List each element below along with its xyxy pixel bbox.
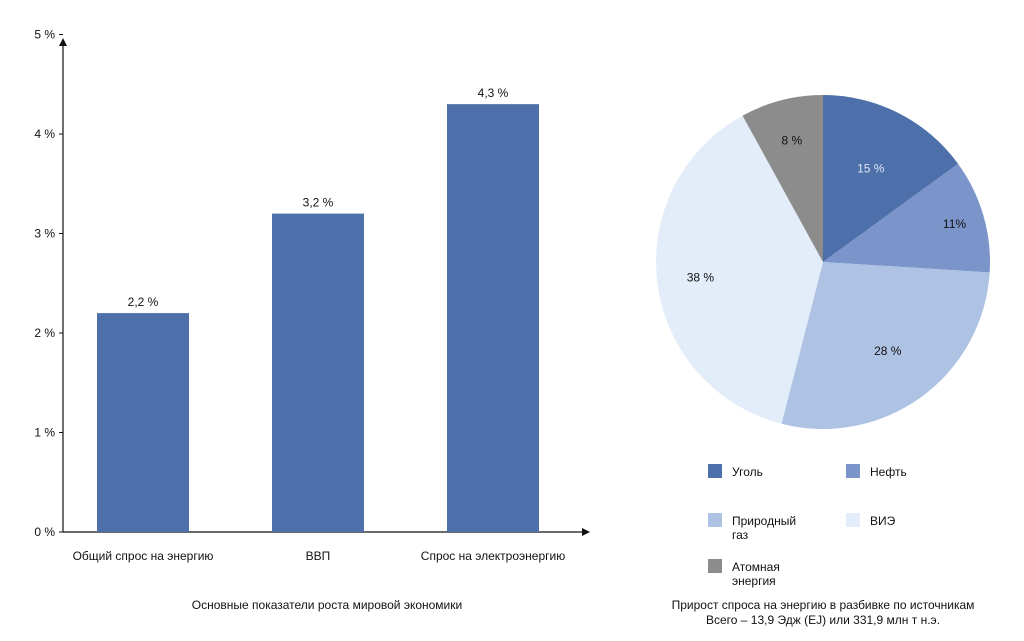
pie-chart: 15 % 11% 28 % 38 % 8 % Уголь Нефть Природныйга…	[656, 95, 990, 627]
legend-swatch	[708, 464, 722, 478]
category-labels: Общий спрос на энергию ВВП Спрос на электр…	[73, 549, 566, 563]
category-label: Общий спрос на энергию	[73, 549, 214, 563]
bar-value-label: 4,3 %	[478, 86, 509, 100]
bar-chart-caption: Основные показатели роста мировой эконом…	[192, 598, 462, 612]
legend-label: газ	[732, 528, 749, 542]
y-tick-label: 3 %	[34, 227, 55, 241]
y-ticks: 0 % 1 % 2 % 3 % 4 % 5 %	[34, 28, 63, 539]
bar-3	[447, 104, 539, 533]
legend-label: Нефть	[870, 465, 907, 479]
legend-label: Атомная	[732, 560, 780, 574]
y-tick-label: 1 %	[34, 426, 55, 440]
pie-slices	[656, 95, 990, 429]
bar-1	[97, 313, 189, 532]
legend-swatch	[846, 464, 860, 478]
x-axis-arrow	[582, 528, 590, 536]
y-axis-arrow	[59, 38, 67, 46]
bar-chart: 0 % 1 % 2 % 3 % 4 % 5 % 2,2 % 3,2 % 4,3 % Общий…	[34, 28, 590, 612]
pie-chart-caption: Прирост спроса на энергию в разбивке по …	[672, 598, 975, 612]
pie-slice-5	[742, 95, 823, 262]
y-tick-label: 5 %	[34, 28, 55, 42]
legend-label: Уголь	[732, 465, 763, 479]
legend-label: энергия	[732, 574, 776, 588]
pie-slice-label: 8 %	[782, 134, 803, 148]
legend-swatch	[846, 513, 860, 527]
pie-slice-4	[656, 115, 823, 424]
bar-value-labels: 2,2 % 3,2 % 4,3 %	[128, 86, 509, 309]
bar-value-label: 2,2 %	[128, 295, 159, 309]
y-tick-label: 0 %	[34, 525, 55, 539]
legend-item-2: Нефть	[846, 464, 907, 479]
pie-slice-3	[781, 262, 990, 429]
category-label: ВВП	[306, 549, 331, 563]
pie-slice-label: 15 %	[857, 161, 885, 175]
legend-swatch	[708, 513, 722, 527]
bars	[97, 104, 539, 533]
legend-item-4: ВИЭ	[846, 513, 896, 528]
legend-swatch	[708, 559, 722, 573]
pie-slice-label: 28 %	[874, 344, 902, 358]
y-tick-label: 2 %	[34, 326, 55, 340]
pie-chart-subcaption: Всего – 13,9 Эдж (EJ) или 331,9 млн т н.…	[706, 613, 940, 627]
pie-slice-label: 11%	[943, 217, 966, 231]
pie-slice-label: 38 %	[687, 270, 715, 284]
y-tick-label: 4 %	[34, 127, 55, 141]
legend-item-1: Уголь	[708, 464, 763, 479]
bar-value-label: 3,2 %	[303, 196, 334, 210]
pie-slice-labels: 15 % 11% 28 % 38 % 8 %	[687, 134, 967, 358]
category-label: Спрос на электроэнергию	[421, 549, 565, 563]
pie-slice-2	[823, 163, 990, 273]
legend-label: Природный	[732, 514, 796, 528]
bar-2	[272, 213, 364, 532]
legend-label: ВИЭ	[870, 514, 896, 528]
pie-slice-1	[823, 95, 959, 262]
